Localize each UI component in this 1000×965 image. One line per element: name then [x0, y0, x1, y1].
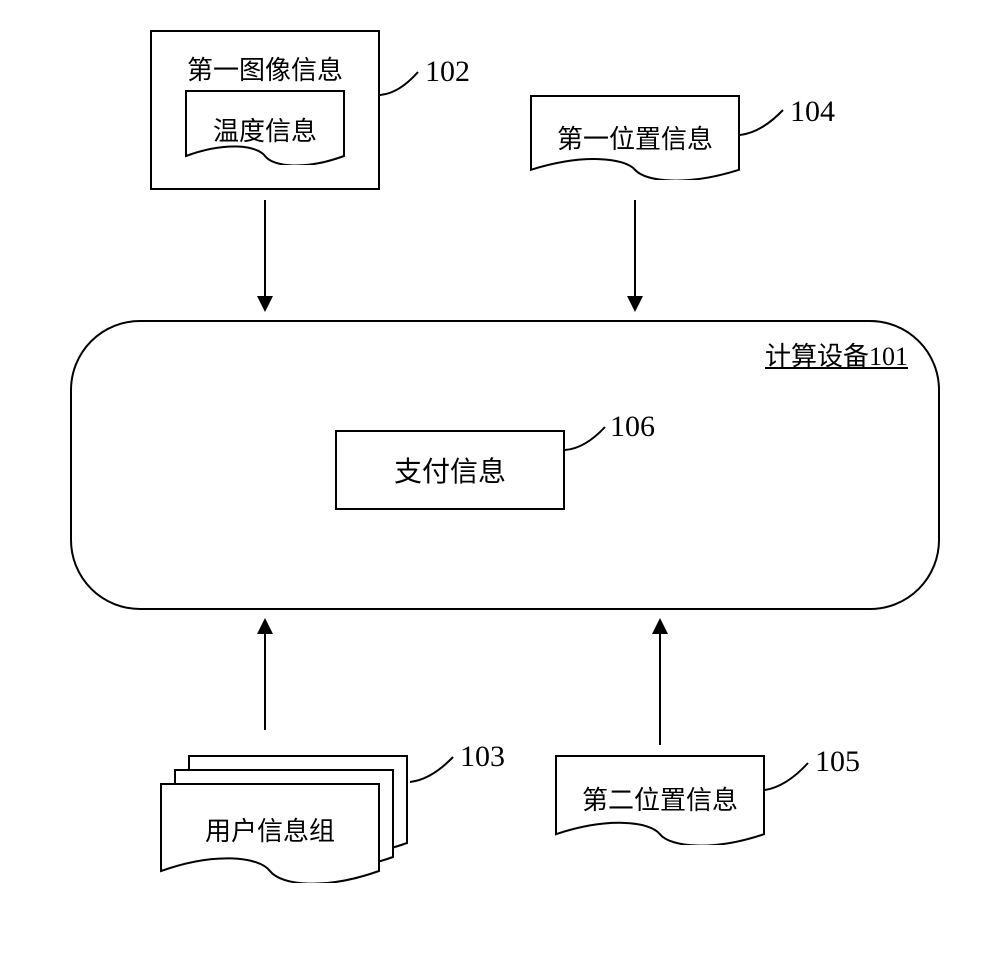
arrow-down-icon: [623, 200, 647, 312]
ref-105: 105: [815, 745, 860, 779]
ref-104: 104: [790, 95, 835, 129]
arrow-up-icon: [648, 618, 672, 745]
first-image-info-label: 第一图像信息: [152, 50, 378, 87]
second-position-info-doc: 第二位置信息: [555, 755, 765, 845]
arrow-up-icon: [253, 618, 277, 730]
payment-info-label: 支付信息: [394, 450, 506, 490]
payment-info-box: 支付信息: [335, 430, 565, 510]
container-title: 计算设备101: [765, 336, 908, 373]
first-position-info-label: 第一位置信息: [530, 119, 740, 156]
ref-106: 106: [610, 410, 655, 444]
leader-line-icon: [735, 105, 788, 140]
arrow-down-icon: [253, 200, 277, 312]
user-info-group-label: 用户信息组: [160, 811, 380, 848]
ref-102: 102: [425, 55, 470, 89]
leader-line-icon: [760, 758, 813, 795]
temperature-info-doc: 温度信息: [185, 90, 345, 165]
leader-line-icon: [375, 67, 423, 100]
user-info-group-stack: 用户信息组: [160, 755, 408, 883]
temperature-info-label: 温度信息: [185, 111, 345, 148]
first-position-info-doc: 第一位置信息: [530, 95, 740, 180]
ref-103: 103: [460, 740, 505, 774]
leader-line-icon: [405, 752, 458, 787]
second-position-info-label: 第二位置信息: [555, 780, 765, 817]
